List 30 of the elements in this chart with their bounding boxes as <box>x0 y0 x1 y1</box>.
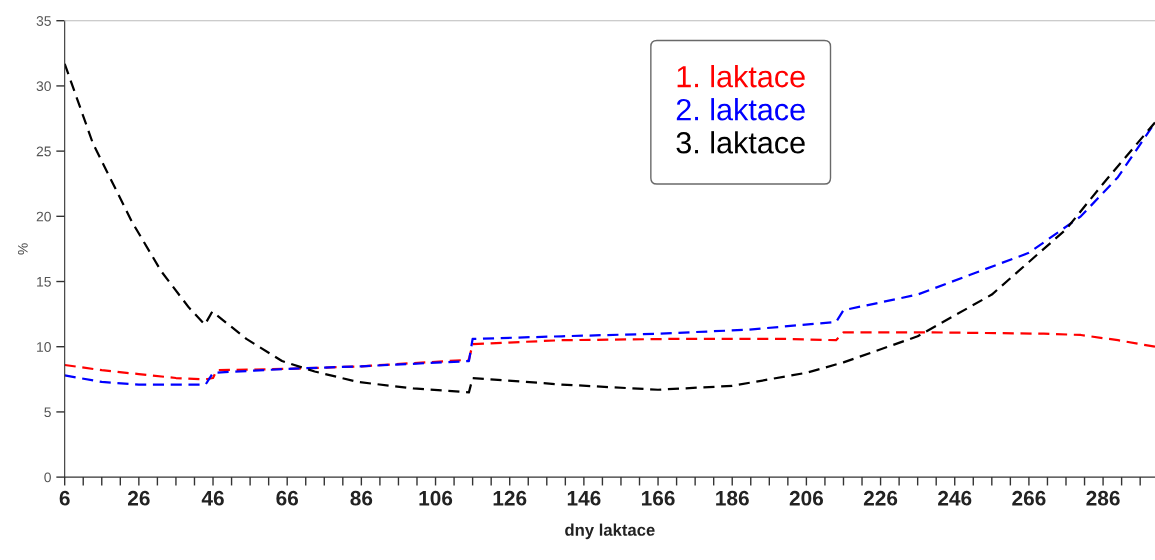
y-tick-label: 30 <box>36 81 51 92</box>
x-tick-label: 246 <box>938 490 972 506</box>
text: 1. laktace <box>677 65 805 88</box>
y-tick-label: 20 <box>36 211 51 222</box>
y-tick-label: 35 <box>36 16 51 26</box>
x-tick-label: 66 <box>276 490 299 506</box>
x-tick-label: 126 <box>493 490 527 506</box>
x-tick-label: 6 <box>59 490 70 506</box>
y-tick-label: 15 <box>37 277 51 287</box>
y-tick-label: 10 <box>37 342 51 352</box>
x-tick-label: 186 <box>716 490 749 506</box>
x-tick-label: 86 <box>350 490 373 506</box>
text: 3. laktace <box>676 131 805 154</box>
x-tick-label: 26 <box>127 490 150 506</box>
line-series <box>64 331 1155 381</box>
x-tick-label: 146 <box>567 490 601 506</box>
text: 2. laktace <box>676 98 805 121</box>
y-tick-label: 5 <box>44 407 51 418</box>
line-series <box>64 62 1155 394</box>
x-tick-label: 266 <box>1012 490 1046 506</box>
x-tick-label: 166 <box>641 490 675 506</box>
y-tick-label: 25 <box>36 146 51 157</box>
x-tick-label: 206 <box>789 490 824 506</box>
x-tick-label: 46 <box>201 490 224 506</box>
x-tick-label: 106 <box>419 490 453 506</box>
y-tick-label: 0 <box>44 472 51 483</box>
y-axis-title: % <box>17 243 28 255</box>
x-axis-title: dny laktace <box>565 523 655 540</box>
x-tick-label: 286 <box>1086 490 1120 506</box>
x-tick-label: 226 <box>863 490 898 506</box>
